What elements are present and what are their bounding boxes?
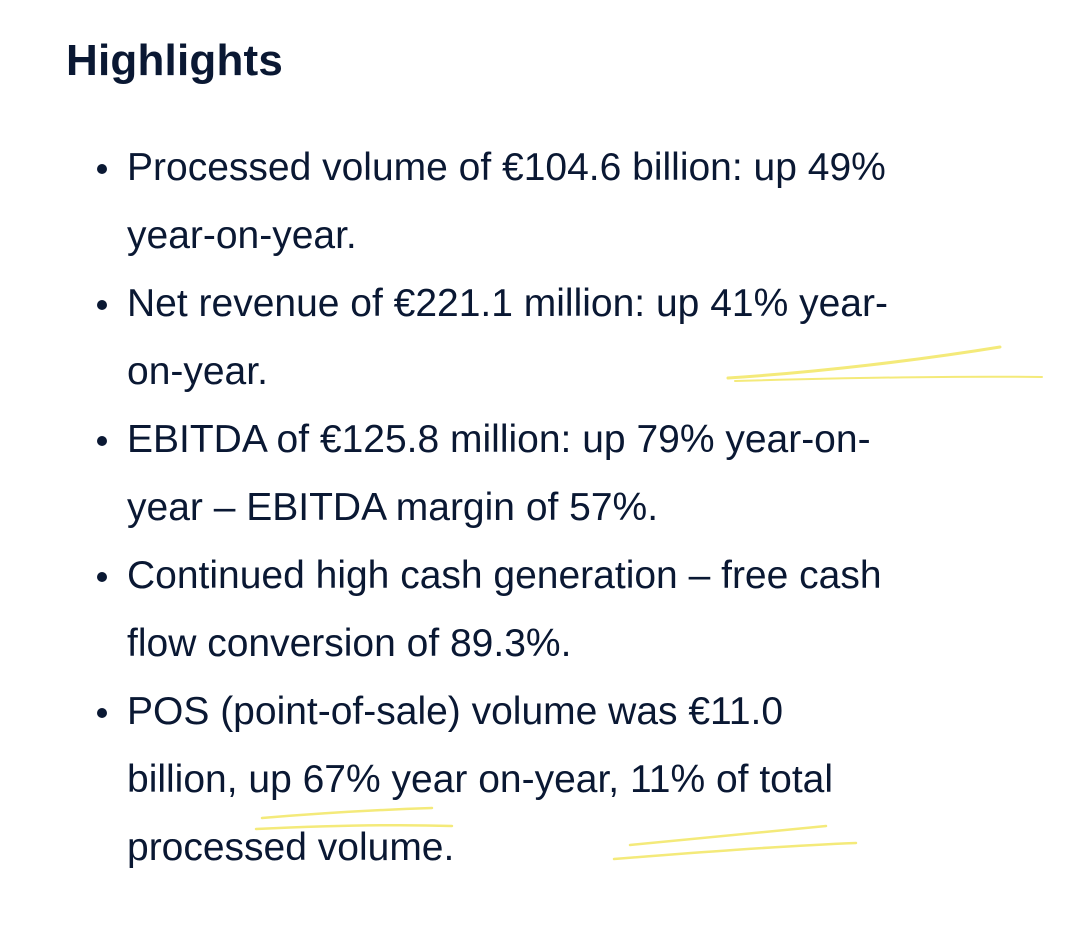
list-item-line: Net revenue of €221.1 million: up 41% ye…: [127, 282, 888, 325]
list-item: POS (point-of-sale) volume was €11.0 bil…: [97, 678, 1017, 882]
list-item-line: POS (point-of-sale) volume was €11.0: [127, 690, 784, 733]
bullet-icon: [97, 572, 107, 582]
highlights-list: Processed volume of €104.6 billion: up 4…: [97, 134, 1017, 882]
list-item-line: Processed volume of €104.6 billion: up 4…: [127, 146, 886, 189]
list-item: Continued high cash generation – free ca…: [97, 542, 1017, 678]
list-item-line: year – EBITDA margin of 57%.: [127, 486, 659, 529]
list-item: Processed volume of €104.6 billion: up 4…: [97, 134, 1017, 270]
bullet-icon: [97, 436, 107, 446]
list-item: Net revenue of €221.1 million: up 41% ye…: [97, 270, 1017, 406]
list-item: EBITDA of €125.8 million: up 79% year-on…: [97, 406, 1017, 542]
bullet-icon: [97, 300, 107, 310]
list-item-line: EBITDA of €125.8 million: up 79% year-on…: [127, 418, 871, 461]
bullet-icon: [97, 708, 107, 718]
bullet-icon: [97, 164, 107, 174]
list-item-line: year-on-year.: [127, 214, 357, 257]
list-item-line: processed volume.: [127, 826, 455, 869]
list-item-line: billion, up 67% year on-year, 11% of tot…: [127, 758, 834, 801]
list-item-line: on-year.: [127, 350, 268, 393]
list-item-line: Continued high cash generation – free ca…: [127, 554, 882, 597]
page-title: Highlights: [66, 36, 284, 85]
list-item-line: flow conversion of 89.3%.: [127, 622, 572, 665]
